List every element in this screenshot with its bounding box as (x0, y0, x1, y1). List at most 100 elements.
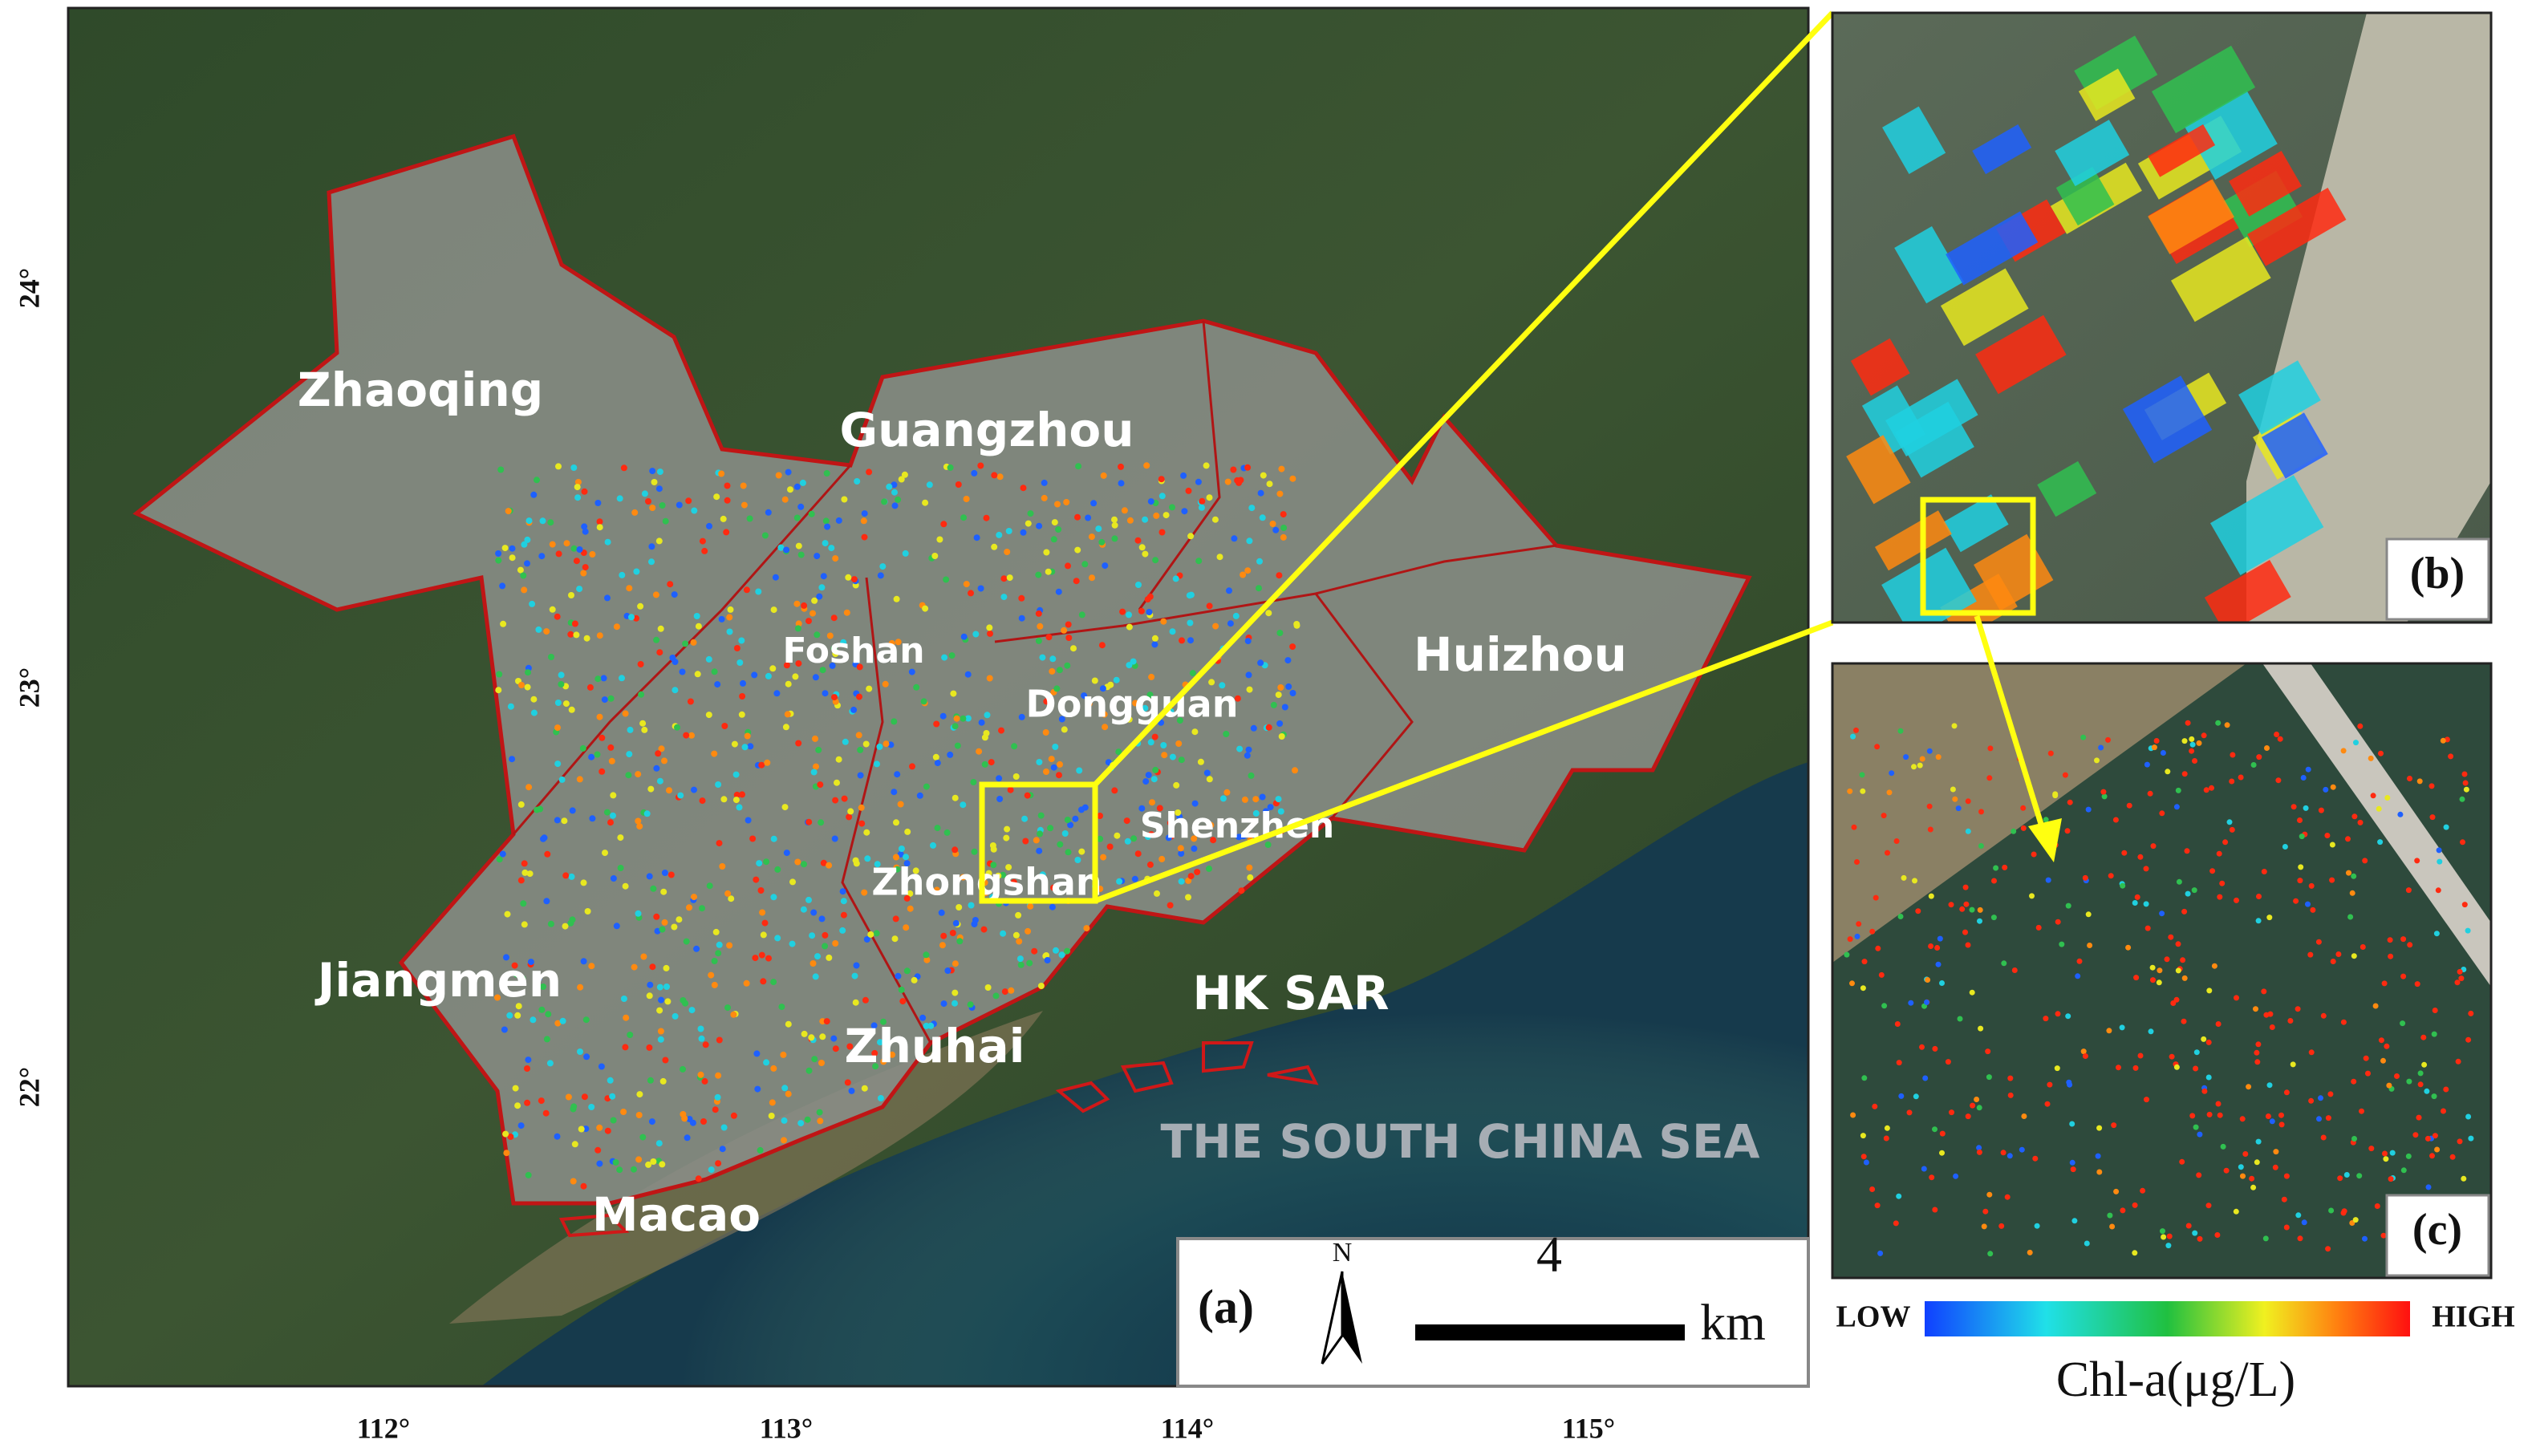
chl-dot (770, 894, 777, 901)
pond-dot (2164, 956, 2170, 963)
chl-dot (708, 1166, 715, 1174)
chl-dot (1075, 463, 1082, 470)
chl-dot (1102, 562, 1109, 570)
chl-dot (770, 1065, 777, 1072)
pond-dot (1844, 951, 1850, 958)
chl-dot (578, 1125, 585, 1133)
pond (2238, 360, 2321, 435)
chl-dot (719, 863, 726, 870)
chl-dot (622, 710, 629, 717)
pond-dot (2065, 1013, 2071, 1020)
chl-dot (1206, 494, 1213, 501)
chl-dot (1187, 533, 1195, 540)
pond-dot (2380, 1232, 2387, 1239)
chl-dot (580, 879, 587, 886)
chl-dot (843, 609, 850, 616)
pond-dot (1987, 1251, 1994, 1257)
connector (1094, 619, 1834, 904)
pond-dot (2407, 942, 2413, 948)
chl-dot (570, 545, 578, 552)
chl-dot (513, 971, 520, 978)
chl-dot (616, 495, 623, 502)
chl-dot (495, 687, 502, 694)
chl-dot (715, 781, 722, 788)
chl-dot (635, 910, 642, 917)
pond-dot (2400, 936, 2407, 943)
pond-dot (2205, 1203, 2212, 1209)
pond-dot (2305, 901, 2311, 907)
chl-dot (596, 632, 603, 639)
pond-dot (1986, 1191, 1993, 1198)
chl-dot (1073, 578, 1080, 585)
pond-dot (2429, 1153, 2435, 1159)
pond-dot (2362, 1235, 2368, 1242)
chl-dot (672, 687, 679, 694)
chl-dot (812, 674, 819, 681)
chl-dot (521, 869, 529, 876)
chl-dot (701, 547, 708, 554)
pond-dot (2262, 1235, 2269, 1242)
pond-dot (2290, 1061, 2296, 1068)
chl-dot (652, 591, 659, 598)
chl-dot (1236, 479, 1243, 486)
chl-dot (1065, 849, 1072, 856)
pond-dot (2254, 1049, 2260, 1056)
lat-tick: 22° (13, 1067, 45, 1107)
chl-dot (647, 785, 655, 793)
chl-dot (765, 509, 772, 516)
chl-dot (1072, 815, 1079, 822)
chl-dot (782, 724, 789, 731)
chl-dot (720, 796, 728, 803)
chl-dot (1098, 538, 1106, 545)
chl-dot (1197, 758, 1204, 765)
panel-b-frame (1831, 11, 2493, 624)
pond-dot (1976, 1105, 1982, 1111)
panel-b (1832, 13, 2491, 623)
chl-dot (732, 797, 740, 804)
chl-dot (795, 620, 802, 627)
chl-dot (1026, 959, 1033, 967)
pond-dot (2096, 1125, 2103, 1131)
chl-dot (892, 915, 899, 923)
pond-dot (2250, 1184, 2257, 1190)
chl-dot (832, 555, 839, 562)
chl-dot (1005, 528, 1012, 534)
pond-dot (2454, 979, 2461, 986)
pond (1972, 124, 2032, 175)
pond-dot (1850, 1112, 1856, 1118)
chl-dot (1250, 724, 1257, 732)
chl-dot (927, 1022, 935, 1029)
pond-dot (2159, 911, 2165, 917)
pond-dot (2206, 1111, 2213, 1117)
chl-dot (646, 873, 653, 880)
pond-dot (2043, 817, 2049, 823)
pond-dot (2307, 951, 2314, 958)
pond-dot (2007, 1092, 2014, 1098)
chl-dot (785, 1090, 792, 1097)
chl-dot (801, 602, 808, 609)
chl-dot (733, 791, 741, 798)
chl-dot (608, 757, 615, 765)
chl-dot (649, 963, 656, 971)
chl-dot (1206, 602, 1213, 610)
chl-dot (866, 468, 873, 476)
chl-dot (559, 1017, 566, 1024)
chl-dot (1111, 521, 1118, 529)
pond-dot (1854, 933, 1860, 939)
pond-dot (2295, 1212, 2302, 1219)
pond-dot (2143, 866, 2149, 872)
chl-dot (538, 1097, 545, 1105)
panel-label: (a) (1198, 1280, 1254, 1333)
chl-dot (1275, 691, 1282, 699)
road (2262, 663, 2491, 987)
chl-dot (1070, 645, 1077, 652)
pond-dot (2215, 1101, 2222, 1107)
chl-dot (1143, 462, 1150, 469)
pond-dot (2295, 1006, 2301, 1012)
chl-dot (755, 588, 762, 595)
chl-dot (769, 665, 777, 672)
chl-dot (1219, 795, 1227, 802)
chl-dot (496, 671, 503, 678)
chl-dot (895, 972, 902, 979)
pond-dot (2149, 964, 2156, 971)
